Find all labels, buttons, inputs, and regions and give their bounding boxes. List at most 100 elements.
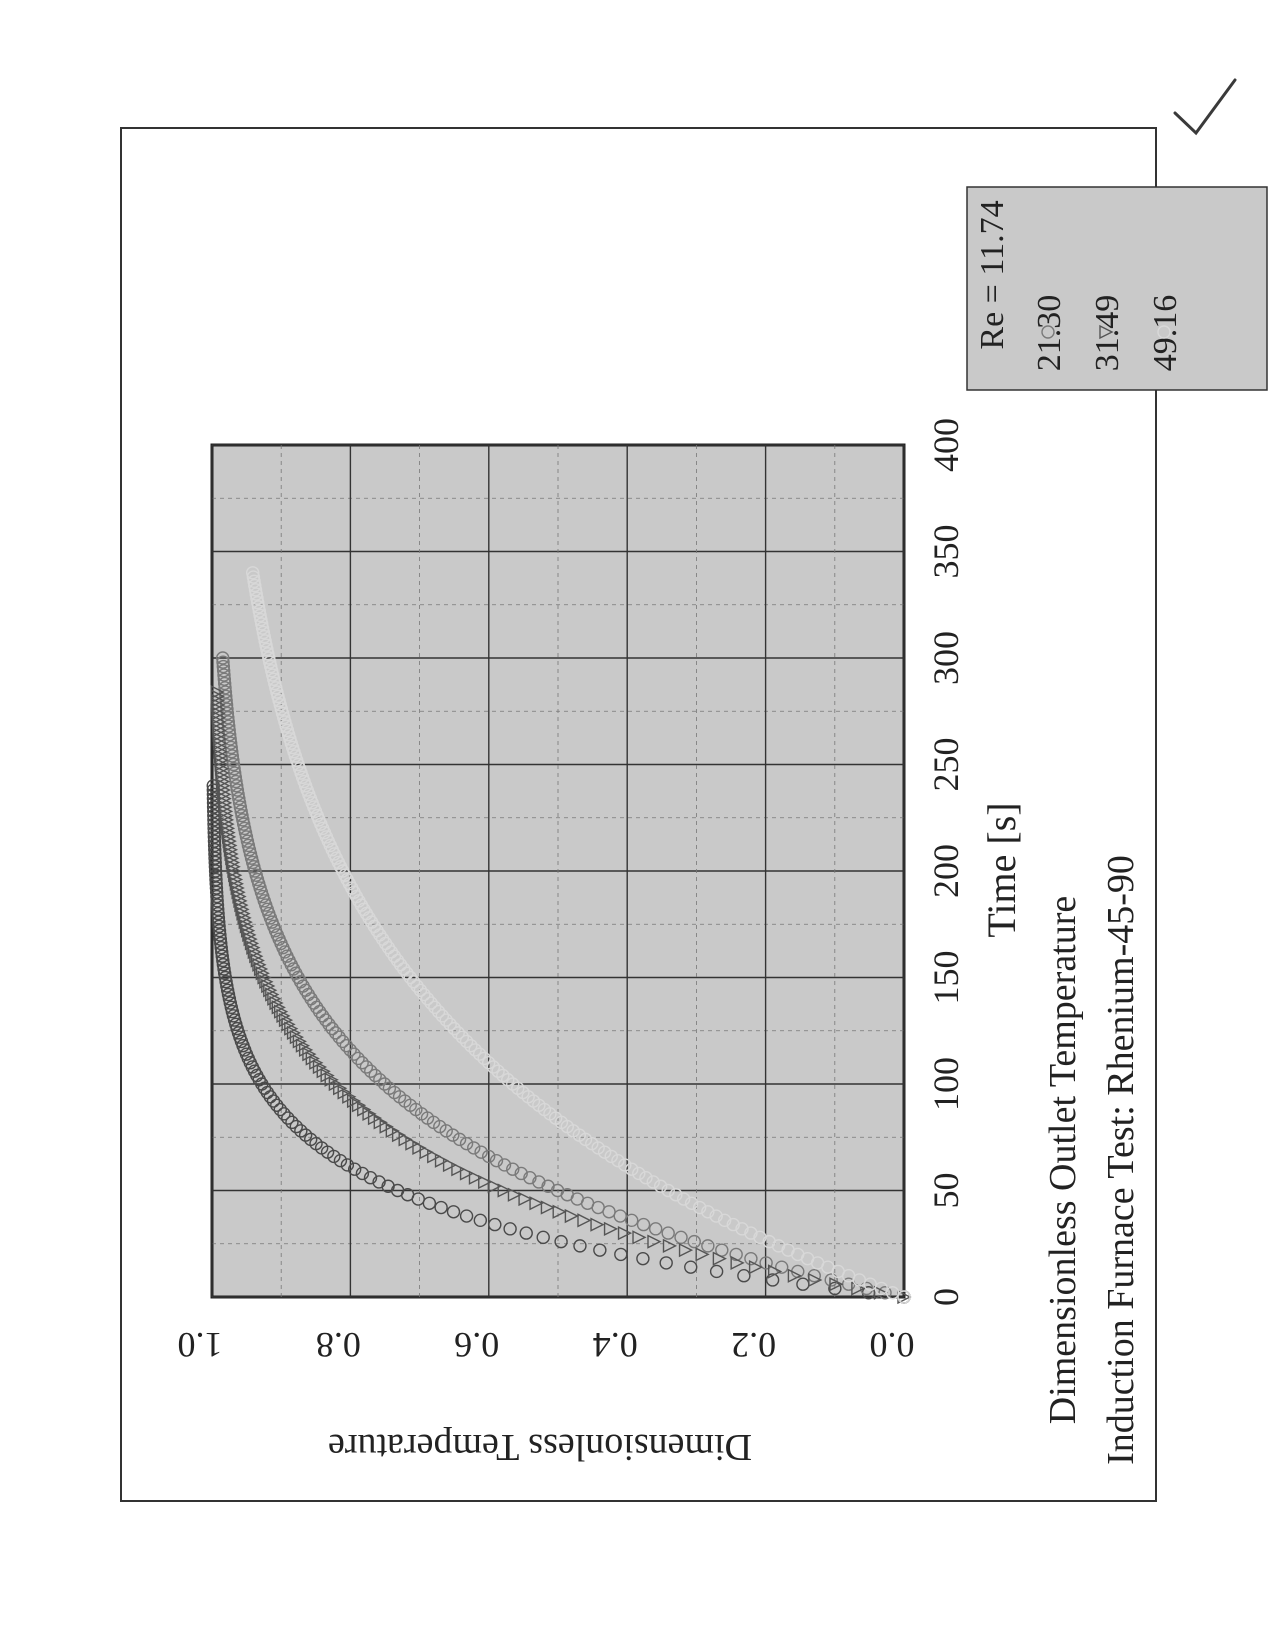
data-point [228,868,243,883]
data-point [491,1064,505,1078]
data-point [351,1051,365,1066]
data-point [217,672,232,686]
x-tick-label: 0 [926,1288,966,1306]
data-point [339,1038,354,1053]
data-point [212,919,226,934]
x-tick-labels: 0 50 100 150 200 250 300 350 400 [926,418,966,1306]
data-point [367,1110,383,1126]
data-point [209,881,224,895]
data-point [218,970,233,985]
data-point [343,1043,357,1057]
data-point [247,574,261,589]
data-point [213,932,228,946]
data-point [252,604,266,618]
data-point [523,1171,537,1185]
series-31.49 [210,684,912,1305]
data-point [391,1127,407,1143]
data-point [363,1171,378,1185]
data-point [233,800,248,814]
data-point [347,1162,362,1176]
x-tick-label: 350 [926,525,966,579]
data-point [221,710,235,725]
data-point [878,1286,892,1300]
data-point [737,1268,751,1283]
data-point [564,1208,579,1224]
data-point [455,1030,470,1044]
data-point [787,1268,802,1283]
data-point [464,1038,478,1053]
data-point [590,1217,605,1232]
data-point [249,949,264,964]
chart-title-line-1: Dimensionless Outlet Temperature [1042,896,1084,1425]
data-point [451,1162,466,1177]
data-point [617,1225,633,1241]
data-point [474,1145,488,1159]
data-point [277,1107,291,1121]
data-point [217,676,232,691]
data-point [210,898,225,912]
series-11.74 [206,779,911,1304]
data-point [413,983,428,997]
data-point [503,1222,517,1236]
legend-label: 49.16 [1147,295,1184,372]
y-tick-label: 0.4 [593,1325,638,1365]
data-point [400,966,414,980]
data-point [236,906,251,921]
data-point [373,1115,388,1130]
data-point [487,1179,502,1194]
data-point [298,1128,313,1142]
data-point [529,1196,544,1211]
data-point [419,1145,434,1160]
data-point [709,1264,724,1279]
data-point [219,689,233,704]
legend-marker [1041,325,1055,339]
data-point [208,864,223,878]
y-axis-label: Dimensionless Temperature [328,1426,752,1468]
data-point [230,783,245,797]
data-point [270,1098,284,1113]
data-point [355,1055,369,1070]
data-point [424,996,438,1010]
data-point [472,1047,487,1061]
data-point [639,1171,653,1185]
data-point [410,979,424,993]
data-point [468,1170,484,1185]
data-point [235,902,250,917]
data-point [216,655,230,669]
data-point [261,978,276,994]
x-tick-label: 100 [926,1057,966,1111]
legend: Re = 11.74 21.30 31.49 49.16 [974,200,1184,371]
data-point [246,566,260,580]
data-point [246,940,261,955]
legend-label: 21.30 [1031,295,1068,372]
data-point [294,1124,308,1138]
data-point [481,1149,496,1164]
data-point [824,1273,838,1287]
series-49.16 [246,566,911,1304]
data-point [220,983,235,997]
data-point [473,1213,488,1228]
data-point [446,1205,461,1219]
data-point [387,1085,402,1100]
data-point [237,910,252,925]
x-tick-label: 300 [926,631,966,685]
data-point [692,1200,707,1215]
data-point [208,851,222,865]
data-point [687,1234,701,1249]
data-point [403,970,417,985]
data-point [489,1153,504,1168]
data-point [248,578,262,593]
data-point [443,1017,457,1032]
data-point [219,698,234,712]
data-point [674,1230,688,1245]
data-point [459,1166,475,1181]
data-point [765,1273,780,1287]
data-point [333,1153,348,1168]
data-point [219,693,233,708]
data-point [717,1213,732,1228]
data-point [431,1004,446,1019]
data-point [357,1102,372,1117]
data-point [554,1234,568,1249]
data-point [488,1217,502,1232]
